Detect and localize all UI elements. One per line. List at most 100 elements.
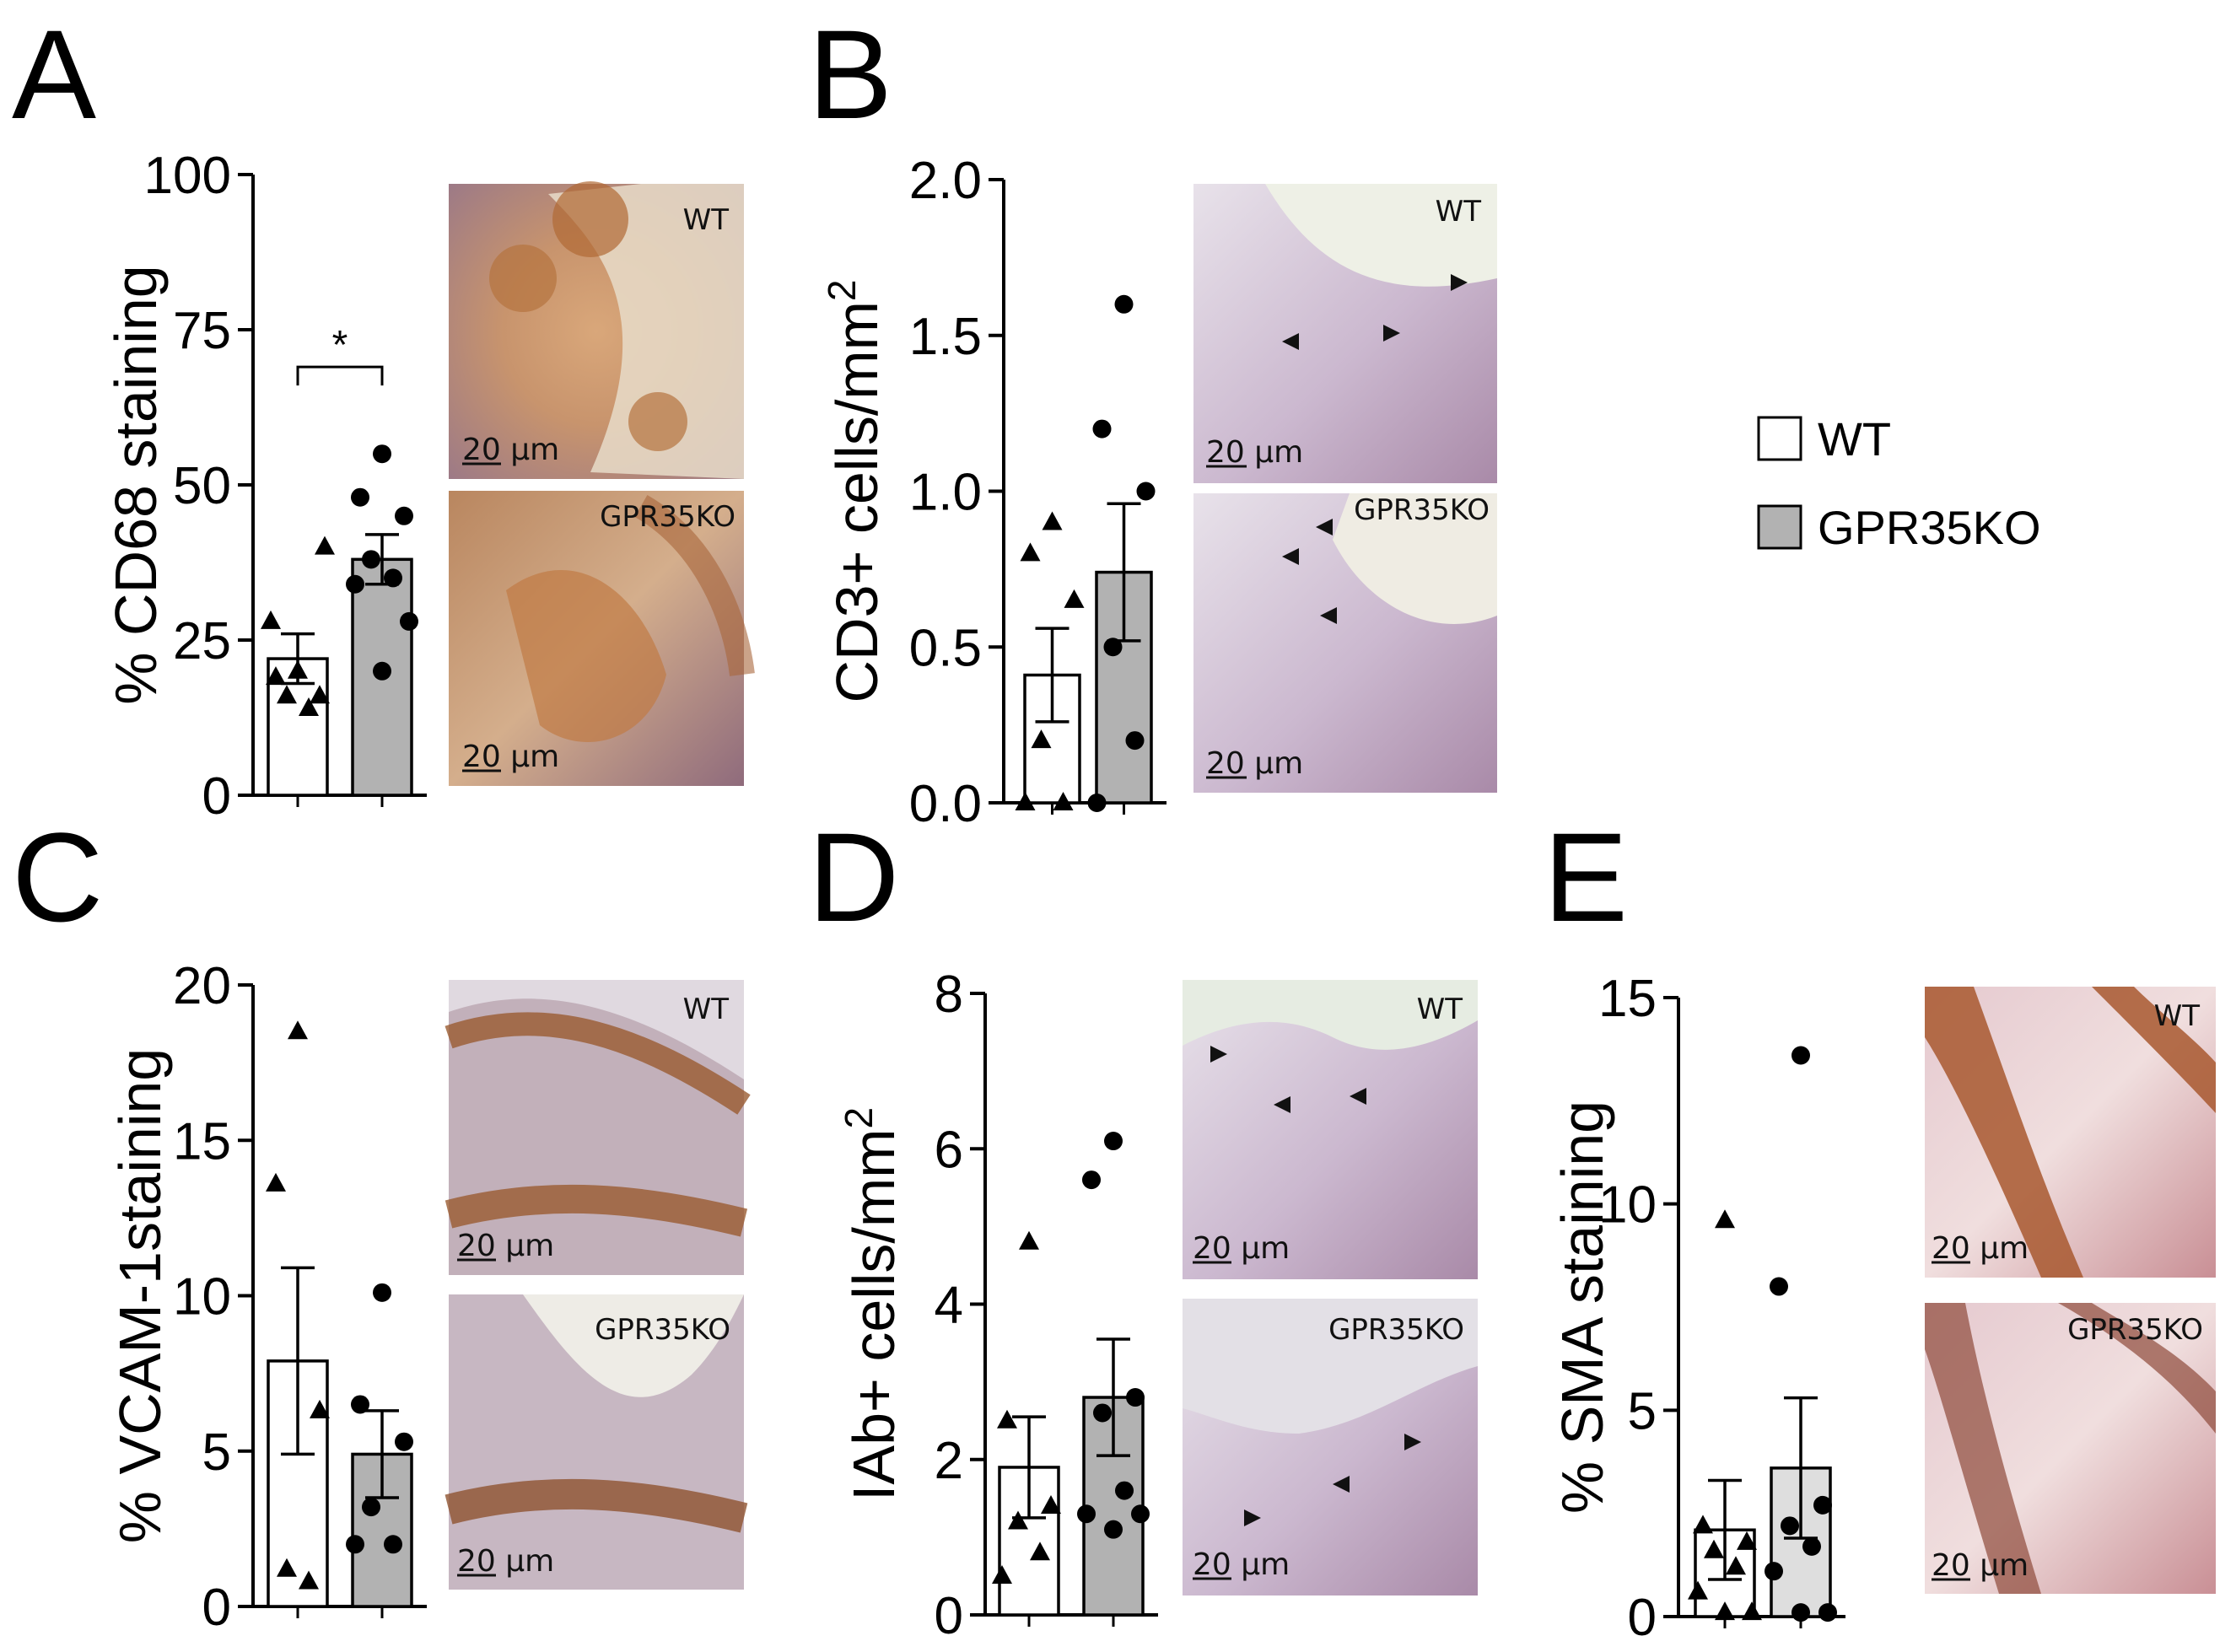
data-point-wt [266,666,286,686]
data-point-wt [1015,792,1036,810]
micro-label-d-ko: GPR35KO [1328,1313,1464,1347]
data-point-wt [1041,1495,1061,1515]
data-point-ko [1103,638,1123,657]
data-point-ko [1765,1562,1783,1581]
micro-label-c-wt: WT [683,993,730,1026]
micro-label-c-ko: GPR35KO [595,1313,730,1347]
y-tick-label: 100 [144,147,231,205]
data-point-ko [1791,1603,1810,1622]
y-axis-label: % SMA staining [1549,1100,1615,1514]
y-axis-label: CD3+ cells/mm2 [820,279,890,702]
y-tick-label: 5 [202,1423,231,1482]
micrograph-e-ko: GPR35KO 20 µm [1925,1303,2216,1594]
data-point-ko [1092,419,1112,439]
scale-label-e-wt: 20 µm [1932,1231,2029,1266]
data-point-wt [277,685,297,704]
scale-label-b-wt: 20 µm [1206,435,1303,470]
data-point-ko [1813,1495,1832,1515]
data-point-ko [373,661,391,681]
y-tick-label: 20 [173,957,231,1015]
micrograph-c-ko: GPR35KO 20 µm [445,1294,748,1590]
data-point-wt [310,685,330,704]
data-point-wt [315,535,335,555]
micrograph-c-wt: WT 20 µm [445,980,751,1275]
y-tick-label: 2.0 [909,152,982,210]
data-point-wt [299,1570,319,1590]
y-tick-label: 0.0 [909,775,982,833]
y-tick-label: 10 [173,1268,231,1326]
scale-label-d-wt: 20 µm [1193,1231,1290,1266]
data-point-ko [362,1498,380,1517]
y-tick-label: 6 [935,1121,963,1179]
data-point-ko [1115,1481,1134,1500]
data-point-ko [1791,1046,1810,1065]
panel-letter-b: B [808,3,892,145]
micro-label-d-wt: WT [1417,993,1463,1026]
micro-label-a-wt: WT [683,203,730,237]
y-tick-label: 8 [935,966,963,1024]
data-point-ko [346,1535,364,1554]
data-point-ko [346,574,364,594]
data-point-ko [1781,1516,1799,1536]
data-point-wt [299,697,319,716]
data-point-ko [1125,731,1145,751]
data-point-ko [1104,1520,1123,1539]
data-point-ko [362,550,380,569]
data-point-ko [1126,1388,1145,1407]
data-point-ko [351,1395,369,1414]
micro-label-a-ko: GPR35KO [600,500,735,534]
chart-iab: 0 2 4 6 8 IAb+ cells/mm2 [837,966,1158,1645]
scale-label-c-ko: 20 µm [457,1544,554,1579]
data-point-wt [1008,1510,1028,1530]
scale-label-e-ko: 20 µm [1932,1548,2029,1583]
data-point-ko [1770,1277,1788,1296]
data-point-ko [1818,1603,1837,1622]
data-point-wt [1031,729,1052,749]
micro-label-b-wt: WT [1436,195,1482,229]
y-tick-label: 0.5 [909,619,982,677]
data-point-wt [1704,1539,1724,1558]
micrograph-b-ko: GPR35KO 20 µm [1193,493,1497,793]
legend-swatch-gpr35ko [1757,504,1802,550]
chart-vcam1: 0 5 10 15 20% VCAM-1staining [107,957,427,1637]
data-point-wt [261,610,281,629]
significance-label: * [332,323,348,368]
data-point-wt [288,1020,308,1040]
scale-label-d-ko: 20 µm [1193,1547,1290,1582]
data-point-wt [277,1558,297,1577]
data-point-wt [1020,542,1041,562]
data-point-ko [395,1432,413,1451]
y-axis-label-sup: 2 [837,1107,881,1129]
micro-label-e-ko: GPR35KO [2067,1313,2203,1347]
micrograph-e-wt: WT 20 µm [1925,987,2216,1278]
y-tick-label: 0 [935,1587,963,1645]
y-tick-label: 4 [935,1277,963,1335]
data-point-wt [1019,1230,1039,1250]
micrograph-a-wt: WT 20 µm [449,181,744,479]
data-point-wt [1715,1209,1735,1229]
micrograph-a-ko: GPR35KO 20 µm [449,491,755,786]
data-point-ko [351,487,369,507]
y-tick-label: 0 [1628,1589,1657,1647]
bar-gpr35ko [351,1452,413,1608]
data-point-wt [992,1564,1012,1584]
y-axis-label: % VCAM-1staining [107,1048,173,1543]
data-point-wt [266,1172,286,1192]
y-tick-label: 1.5 [909,308,982,366]
panel-letter-c: C [12,806,103,948]
legend-label-gpr35ko: GPR35KO [1818,501,2041,554]
y-tick-label: 10 [1598,1176,1657,1235]
data-point-ko [1802,1536,1821,1556]
micrograph-d-ko: GPR35KO 20 µm [1183,1299,1478,1595]
chart-sma: 0 5 10 15 % SMA staining [1549,970,1845,1647]
scale-label-a-ko: 20 µm [462,740,559,774]
panel-letter-d: D [808,806,899,948]
significance-bracket [296,365,384,386]
data-point-wt [1053,792,1074,810]
y-tick-label: 15 [1598,970,1657,1028]
micro-label-e-wt: WT [2154,999,2201,1033]
data-point-wt [288,659,308,679]
y-tick-label: 75 [173,302,231,360]
data-point-ko [1104,1132,1123,1151]
